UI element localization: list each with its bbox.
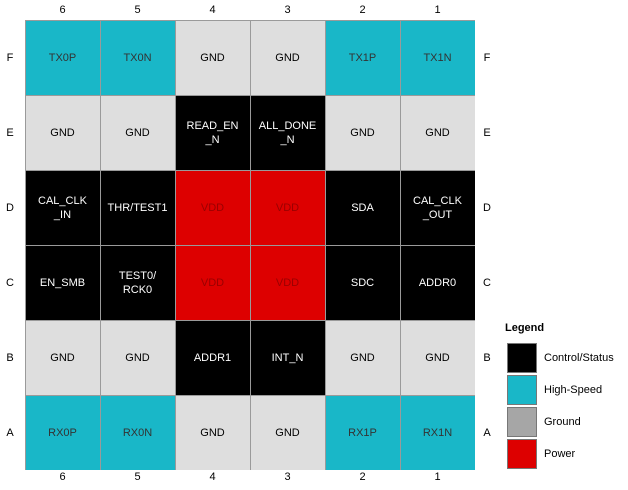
pin-cell: TEST0/ RCK0 <box>100 245 175 320</box>
row-label: F <box>6 51 14 64</box>
pin-cell: GND <box>325 95 400 170</box>
pin-cell: RX1P <box>325 395 400 470</box>
pin-cell: VDD <box>250 245 325 320</box>
row-label: E <box>483 126 491 139</box>
pin-cell: GND <box>250 20 325 95</box>
pin-cell: THR/TEST1 <box>100 170 175 245</box>
legend-swatch <box>507 375 537 405</box>
grid-background <box>25 20 475 470</box>
legend-swatch <box>507 343 537 373</box>
pin-cell: TX0N <box>100 20 175 95</box>
column-label: 3 <box>284 471 291 483</box>
row-label: B <box>483 351 491 364</box>
pin-cell: CAL_CLK _OUT <box>400 170 475 245</box>
pin-cell: INT_N <box>250 320 325 395</box>
row-label: A <box>483 426 491 439</box>
pin-cell: GND <box>175 20 250 95</box>
pin-cell: GND <box>400 320 475 395</box>
pin-cell: GND <box>400 95 475 170</box>
pin-cell: SDA <box>325 170 400 245</box>
pin-cell: VDD <box>175 170 250 245</box>
pin-cell: RX0N <box>100 395 175 470</box>
pin-cell: RX1N <box>400 395 475 470</box>
pin-cell: EN_SMB <box>25 245 100 320</box>
pin-cell: GND <box>100 320 175 395</box>
row-label: C <box>483 276 491 289</box>
row-label: D <box>6 201 14 214</box>
row-label: A <box>6 426 14 439</box>
column-label: 1 <box>434 471 441 483</box>
legend-swatch <box>507 439 537 469</box>
legend-label: Control/Status <box>544 352 614 364</box>
column-label: 2 <box>359 471 366 483</box>
column-label: 6 <box>59 4 66 16</box>
pin-cell: TX1P <box>325 20 400 95</box>
pin-cell: TX0P <box>25 20 100 95</box>
pin-cell: VDD <box>250 170 325 245</box>
column-label: 5 <box>134 4 141 16</box>
row-label: E <box>6 126 14 139</box>
pin-cell: ADDR1 <box>175 320 250 395</box>
column-label: 4 <box>209 471 216 483</box>
column-label: 1 <box>434 4 441 16</box>
pin-cell: GND <box>175 395 250 470</box>
column-label: 5 <box>134 471 141 483</box>
pin-cell: CAL_CLK _IN <box>25 170 100 245</box>
pin-cell: RX0P <box>25 395 100 470</box>
pin-cell: GND <box>250 395 325 470</box>
pin-cell: ADDR0 <box>400 245 475 320</box>
pin-cell: ALL_DONE _N <box>250 95 325 170</box>
pin-cell: GND <box>25 95 100 170</box>
pin-cell: SDC <box>325 245 400 320</box>
row-label: D <box>483 201 491 214</box>
pin-cell: VDD <box>175 245 250 320</box>
legend-label: Power <box>544 448 576 460</box>
column-label: 4 <box>209 4 216 16</box>
row-label: C <box>6 276 14 289</box>
legend-title: Legend <box>505 322 545 334</box>
column-label: 6 <box>59 471 66 483</box>
pin-cell: GND <box>25 320 100 395</box>
row-label: F <box>483 51 491 64</box>
column-label: 2 <box>359 4 366 16</box>
legend-swatch <box>507 407 537 437</box>
legend-label: High-Speed <box>544 384 603 396</box>
pin-cell: GND <box>325 320 400 395</box>
row-label: B <box>6 351 14 364</box>
column-label: 3 <box>284 4 291 16</box>
pin-cell: GND <box>100 95 175 170</box>
legend-label: Ground <box>544 416 581 428</box>
pin-cell: TX1N <box>400 20 475 95</box>
pin-cell: READ_EN _N <box>175 95 250 170</box>
